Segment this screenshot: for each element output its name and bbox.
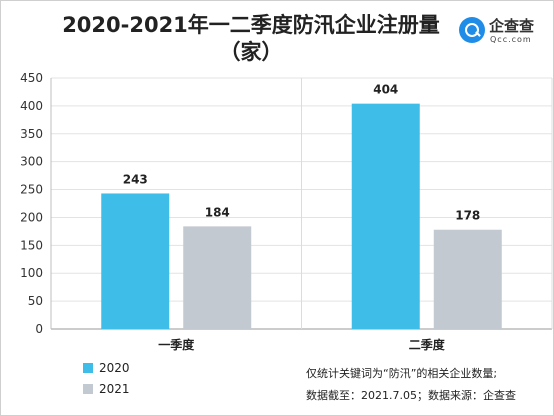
data-label: 404: [373, 83, 398, 97]
legend-swatch-2020: [83, 363, 93, 373]
chart-subtitle: （家）: [219, 40, 283, 64]
bar-2021-1: [433, 229, 502, 329]
legend-item-2021: 2021: [83, 382, 130, 396]
x-tick-label: 二季度: [409, 337, 446, 352]
legend-item-2020: 2020: [83, 361, 130, 375]
data-label: 243: [123, 172, 148, 186]
bar-2021-0: [183, 226, 252, 329]
data-label: 184: [205, 205, 230, 219]
y-tick-label: 100: [20, 266, 43, 280]
brand-domain: Qcc.com: [490, 35, 532, 44]
x-tick-label: 一季度: [158, 337, 195, 352]
brand-name: 企查查: [489, 17, 535, 35]
y-tick-label: 200: [20, 210, 43, 224]
y-tick-label: 50: [28, 294, 43, 308]
magnifier-icon: [459, 17, 485, 43]
note-line-2: 数据截至：2021.7.05；数据来源：企查查: [306, 389, 516, 402]
y-tick-label: 400: [20, 99, 43, 113]
y-tick-label: 150: [20, 238, 43, 252]
y-tick-label: 350: [20, 127, 43, 141]
bar-2020-0: [101, 193, 170, 329]
y-tick-label: 0: [35, 322, 43, 336]
y-tick-label: 300: [20, 155, 43, 169]
legend-swatch-2021: [83, 384, 93, 394]
data-label: 178: [455, 209, 480, 223]
legend-label-2020: 2020: [99, 361, 130, 375]
brand-logo: 企查查 Qcc.com: [459, 17, 545, 47]
bar-2020-1: [351, 103, 420, 329]
y-tick-label: 450: [20, 71, 43, 85]
legend-label-2021: 2021: [99, 382, 130, 396]
y-tick-label: 250: [20, 183, 43, 197]
chart-title: 2020-2021年一二季度防汛企业注册量: [62, 13, 440, 37]
note-line-1: 仅统计关键词为“防汛”的相关企业数量;: [306, 367, 498, 380]
